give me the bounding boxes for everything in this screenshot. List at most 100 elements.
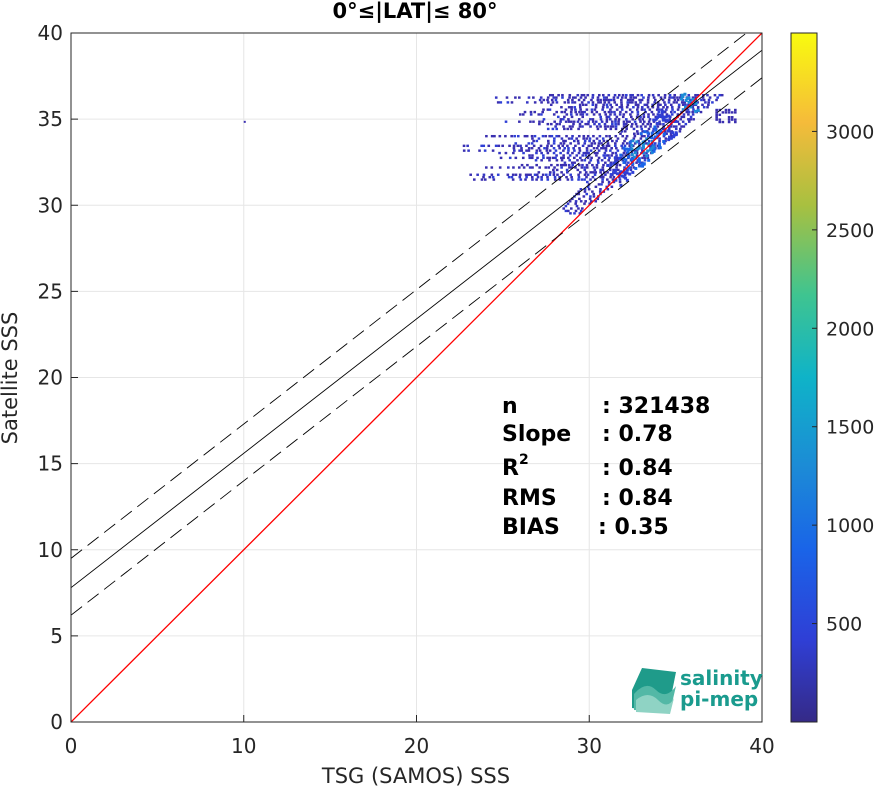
- density-core-cell: [685, 97, 689, 101]
- density-cell: [540, 113, 543, 116]
- density-cell: [490, 173, 494, 176]
- density-cell: [608, 168, 612, 172]
- density-cell: [578, 122, 582, 126]
- density-core-cell: [681, 108, 685, 112]
- density-cell: [572, 147, 575, 150]
- density-cell: [639, 101, 642, 104]
- density-cell: [562, 156, 565, 160]
- density-cell: [626, 101, 630, 104]
- density-cell: [620, 130, 624, 133]
- density-cell: [538, 149, 542, 152]
- density-cell: [724, 108, 728, 112]
- density-cell: [711, 101, 714, 104]
- density-cell: [607, 180, 611, 184]
- density-cell: [565, 113, 569, 116]
- density-cell: [671, 108, 674, 111]
- density-cell: [570, 120, 573, 123]
- density-cell: [694, 96, 697, 99]
- density-cell: [618, 180, 622, 184]
- density-core-cell: [614, 160, 618, 164]
- density-cell: [567, 149, 570, 152]
- density-cell: [513, 149, 516, 152]
- density-cell: [559, 142, 563, 145]
- density-cell: [691, 106, 695, 109]
- density-cell: [597, 93, 601, 97]
- density-cell: [645, 151, 648, 155]
- density-cell: [537, 171, 541, 174]
- density-core-cell: [661, 110, 665, 114]
- density-cell: [652, 120, 656, 123]
- density-cell: [519, 144, 522, 148]
- density-cell: [607, 101, 611, 104]
- density-cell: [643, 134, 646, 138]
- density-cell: [555, 168, 559, 172]
- density-cell: [625, 120, 629, 123]
- density-cell: [657, 110, 661, 114]
- density-cell: [605, 134, 608, 138]
- density-cell: [613, 110, 616, 114]
- density-core-cell: [689, 105, 693, 109]
- density-cell: [531, 137, 534, 140]
- density-cell: [568, 125, 572, 128]
- density-cell: [535, 163, 538, 167]
- density-cell: [591, 118, 595, 121]
- density-cell: [527, 142, 531, 145]
- density-cell: [564, 163, 568, 167]
- density-cell: [607, 110, 611, 114]
- density-cell: [563, 115, 566, 119]
- density-cell: [614, 127, 618, 131]
- density-core-cell: [625, 171, 629, 175]
- density-cell: [583, 190, 587, 193]
- x-tick-label: 40: [749, 734, 774, 758]
- density-cell: [573, 106, 577, 109]
- density-cell: [591, 175, 595, 179]
- x-tick-label: 30: [577, 734, 602, 758]
- density-cell: [605, 96, 608, 99]
- density-cell: [593, 173, 597, 176]
- density-cell: [525, 144, 528, 148]
- density-cell: [519, 178, 523, 181]
- density-cell: [615, 108, 619, 111]
- density-cell: [673, 96, 676, 99]
- density-cell: [510, 101, 514, 104]
- density-cell: [647, 96, 650, 99]
- density-cell: [620, 108, 624, 111]
- density-cell: [659, 96, 663, 99]
- density-cell: [616, 159, 619, 162]
- density-cell: [647, 113, 650, 116]
- density-cell: [576, 93, 580, 97]
- density-cell: [567, 101, 570, 104]
- density-cell: [506, 173, 510, 176]
- density-cell: [543, 147, 546, 150]
- density-cell: [544, 134, 548, 138]
- density-cell: [576, 168, 580, 172]
- density-core-cell: [667, 120, 671, 124]
- density-cell: [552, 151, 556, 155]
- density-cell: [708, 96, 712, 99]
- density-cell: [615, 147, 618, 150]
- density-cell: [555, 159, 559, 162]
- density-cell: [575, 154, 579, 157]
- density-cell: [622, 151, 626, 155]
- density-cell: [491, 149, 495, 152]
- density-cell: [622, 125, 626, 128]
- density-cell: [619, 110, 622, 114]
- density-cell: [630, 125, 633, 128]
- density-cell: [663, 101, 666, 104]
- density-cell: [597, 142, 601, 145]
- density-cell: [576, 139, 580, 143]
- density-cell: [554, 149, 558, 152]
- density-core-cell: [646, 149, 650, 153]
- density-cell: [638, 142, 641, 145]
- density-cell: [506, 101, 510, 104]
- density-cell: [680, 115, 684, 119]
- density-cell: [701, 96, 705, 99]
- density-cell: [600, 147, 603, 150]
- density-cell: [617, 120, 620, 123]
- density-core-cell: [625, 178, 629, 182]
- density-cell: [570, 108, 573, 111]
- density-cell: [670, 113, 674, 116]
- density-cell: [553, 166, 556, 169]
- stat-slope-label: Slope: [502, 422, 571, 447]
- density-cell: [593, 168, 597, 172]
